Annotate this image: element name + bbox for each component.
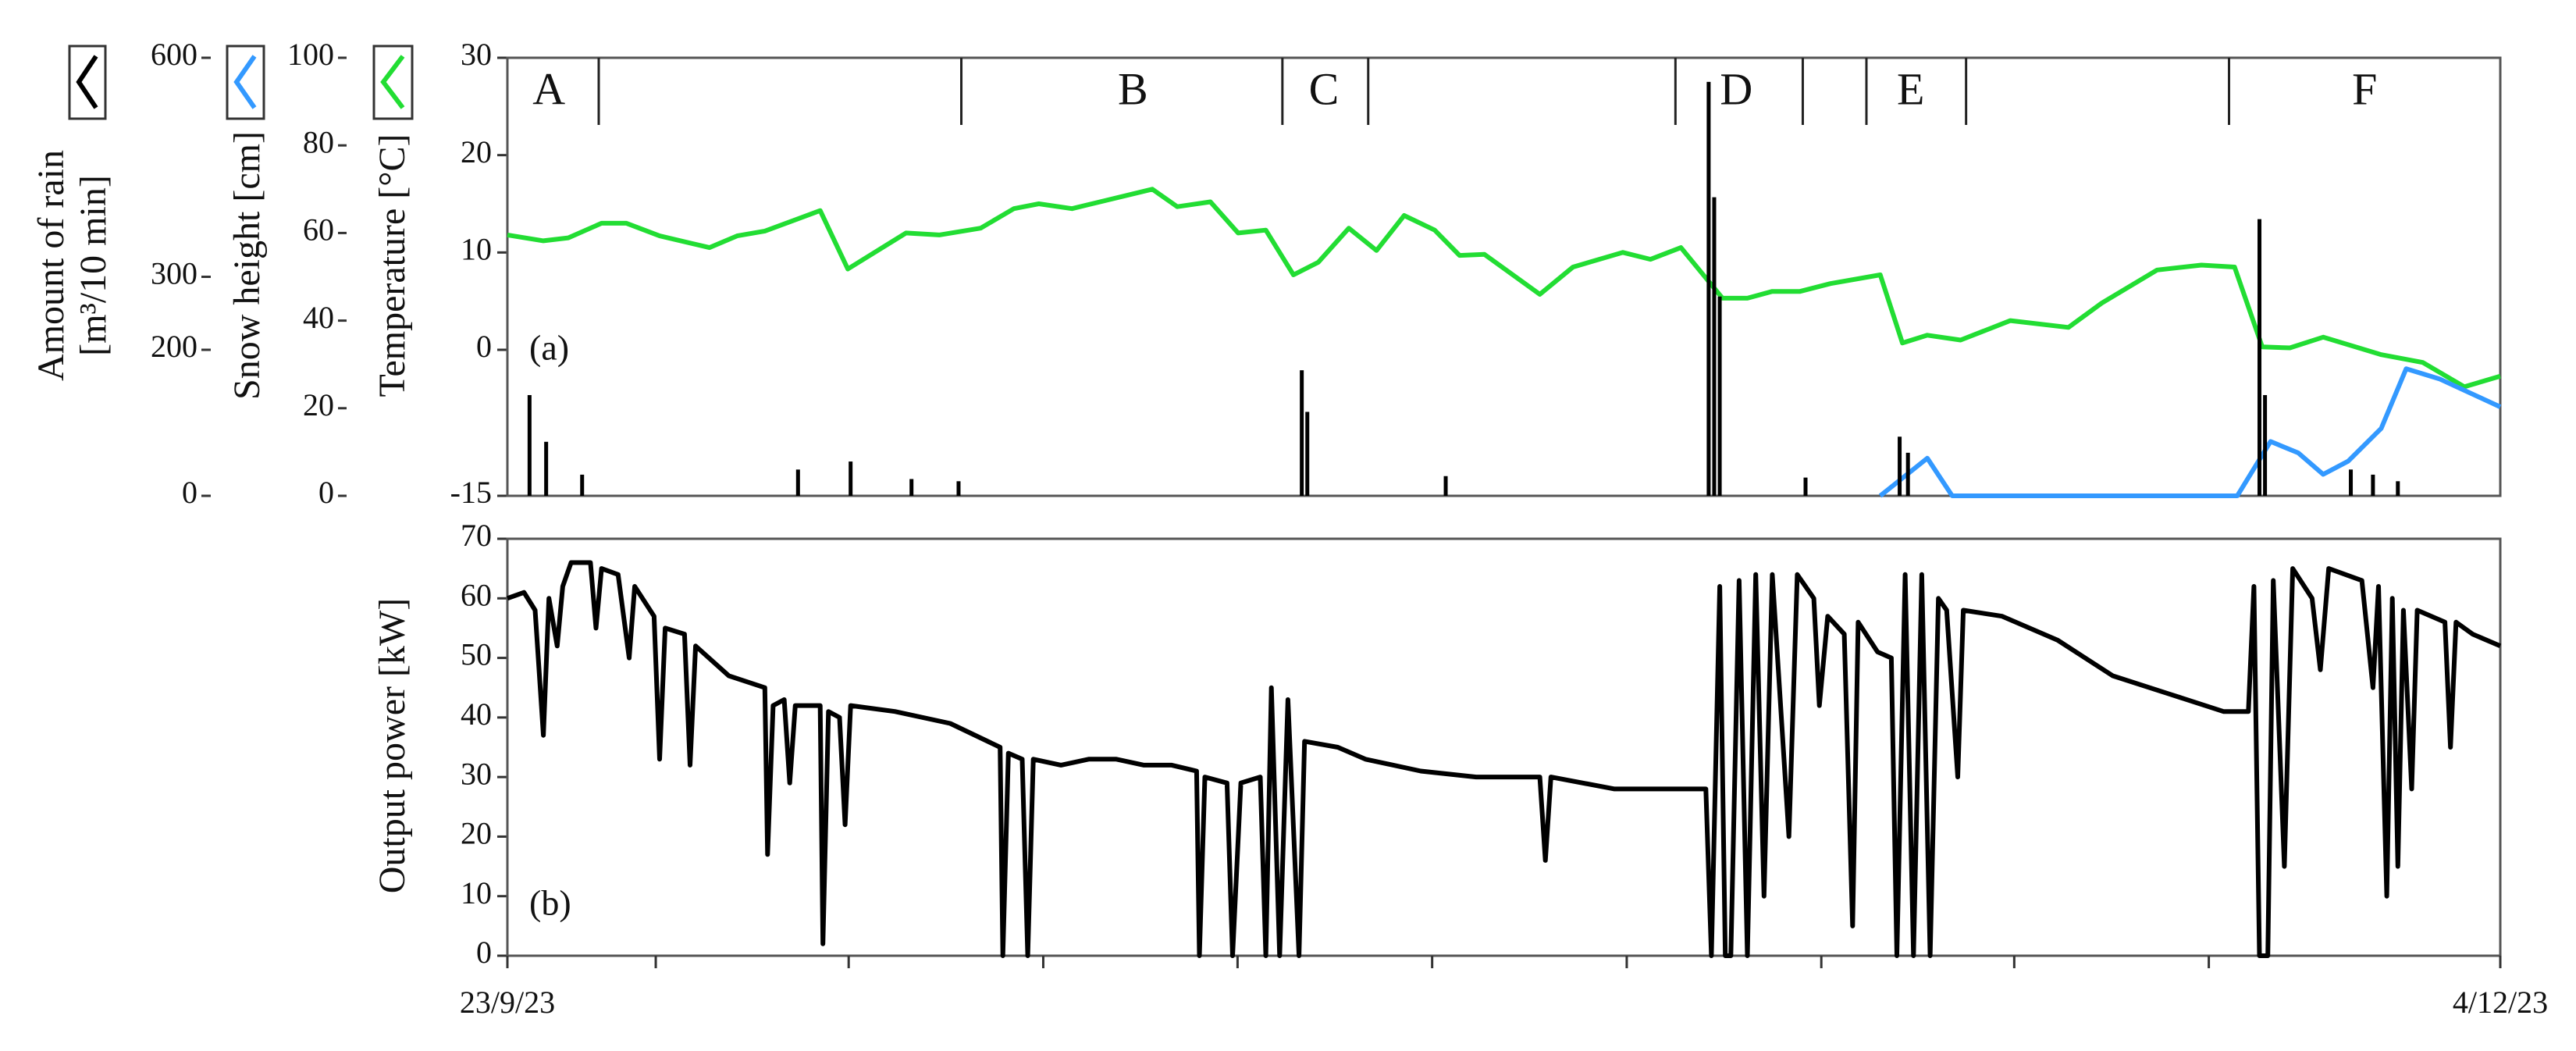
rain-spike — [1803, 477, 1808, 496]
y-tick-label: -15 — [450, 475, 492, 510]
period-label: A — [532, 63, 565, 114]
y-tick-label: 40 — [303, 300, 334, 335]
rain-spike — [956, 481, 961, 496]
y-tick-label: 20 — [303, 387, 334, 422]
plot-frame — [506, 56, 2502, 497]
y-tick-label: 70 — [461, 518, 492, 553]
y-tick-label: 60 — [461, 577, 492, 612]
y-tick-label: 30 — [461, 37, 492, 72]
rain-spike — [527, 394, 532, 496]
rain-spike — [1905, 452, 1910, 496]
x-tick-label: 23/9/23 — [460, 985, 555, 1020]
y-tick-label: 0 — [182, 475, 197, 510]
power-axis-label: Output power [kW] — [372, 598, 413, 894]
period-label: D — [1720, 63, 1752, 114]
rain-axis-label: [m³/10 min] — [73, 175, 114, 356]
data-line — [506, 560, 2502, 958]
period-label: C — [1309, 63, 1340, 114]
y-tick-label: 40 — [461, 697, 492, 732]
axis-key — [68, 45, 107, 120]
panel-tag: (a) — [529, 328, 569, 368]
rain-spike — [2349, 469, 2354, 496]
y-tick-label: 200 — [151, 329, 197, 364]
rain-spike — [544, 441, 549, 496]
axis-key-symbol — [380, 55, 405, 109]
axis-key-symbol — [233, 55, 257, 109]
rain-axis-label: Amount of rain — [30, 150, 72, 381]
axis-key — [372, 45, 414, 120]
rain-spike — [849, 461, 853, 496]
rain-spike — [795, 469, 800, 496]
rain-spike — [1443, 476, 1448, 496]
axis-key-symbol — [76, 55, 98, 109]
axis-key — [226, 45, 265, 120]
period-label: B — [1118, 63, 1148, 114]
x-tick-label: 4/12/23 — [2453, 985, 2548, 1020]
period-label: F — [2352, 63, 2377, 114]
y-tick-label: 100 — [287, 37, 334, 72]
y-tick-label: 300 — [151, 256, 197, 291]
panel-tag: (b) — [529, 883, 571, 923]
rain-spike — [1305, 411, 1310, 496]
rain-spike — [1717, 296, 1722, 496]
data-line — [1878, 366, 2502, 498]
data-line — [507, 187, 2501, 390]
rain-spike — [1712, 197, 1717, 496]
rain-spike — [2258, 219, 2262, 496]
y-tick-label: 10 — [461, 232, 492, 267]
y-tick-label: 60 — [303, 212, 334, 248]
rain-spike — [2371, 474, 2375, 496]
y-tick-label: 10 — [461, 875, 492, 910]
y-tick-label: 50 — [461, 637, 492, 672]
y-tick-label: 20 — [461, 134, 492, 169]
snow-axis-label: Snow height [cm] — [226, 131, 268, 400]
y-tick-label: 0 — [476, 329, 492, 364]
rain-spike — [1300, 370, 1304, 496]
rain-spike — [2396, 481, 2400, 496]
y-tick-label: 0 — [318, 475, 334, 510]
y-tick-label: 80 — [303, 124, 334, 159]
rain-spike — [580, 474, 585, 496]
rain-spike — [909, 479, 914, 496]
y-tick-label: 20 — [461, 816, 492, 851]
rain-spike — [1898, 436, 1902, 496]
temperature-axis-label: Temperature [°C] — [372, 134, 413, 397]
y-tick-label: 0 — [476, 935, 492, 970]
rain-spike — [1706, 81, 1711, 497]
y-tick-label: 30 — [461, 756, 492, 791]
period-label: E — [1897, 63, 1924, 114]
y-tick-label: 600 — [151, 37, 197, 72]
rain-spike — [2263, 394, 2268, 496]
plot-frame — [506, 537, 2502, 957]
